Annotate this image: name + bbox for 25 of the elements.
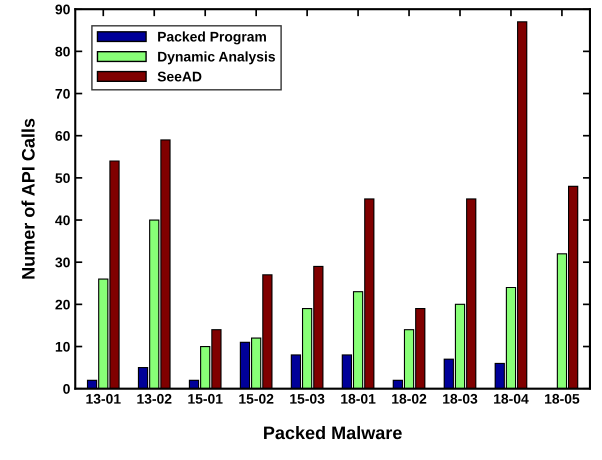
y-tick-label: 40 [55, 215, 70, 226]
x-tick-label: 18-01 [341, 394, 376, 404]
x-tick-label: 18-02 [392, 394, 426, 404]
x-tick-label: 18-03 [443, 394, 478, 404]
y-tick-label: 0 [63, 384, 70, 394]
legend-label: Packed Program [158, 31, 266, 44]
x-tick-label: 15-01 [188, 394, 223, 404]
y-tick-label: 20 [55, 300, 70, 310]
x-tick-label: 18-05 [545, 394, 580, 404]
y-tick-label: 50 [55, 173, 70, 184]
legend-label: Dynamic Analysis [158, 51, 275, 64]
legend-label: SeeAD [158, 72, 202, 82]
x-tick-label: 18-04 [494, 394, 529, 404]
y-tick-label: 70 [56, 88, 70, 99]
y-axis-title: Numer of API Calls [21, 118, 35, 279]
x-tick-label: 13-01 [86, 394, 121, 404]
x-axis-title: Packed Malware [264, 426, 402, 440]
y-tick-label: 30 [55, 258, 70, 268]
x-tick-label: 13-02 [137, 394, 172, 404]
y-tick-label: 60 [55, 131, 70, 141]
y-tick-label: 80 [55, 46, 70, 57]
x-tick-label: 15-03 [290, 394, 324, 404]
y-tick-label: 90 [55, 4, 70, 14]
y-tick-label: 10 [56, 342, 70, 352]
x-tick-label: 15-02 [239, 394, 274, 404]
